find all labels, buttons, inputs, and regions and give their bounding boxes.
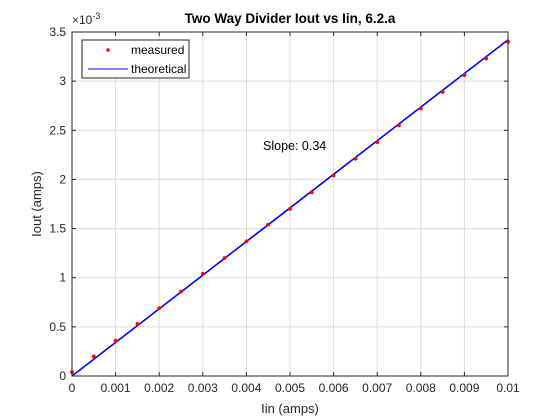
y-scale-multiplier-exponent: -3	[92, 11, 100, 21]
data-point-measured	[266, 222, 271, 227]
y-tick-label: 2	[59, 172, 66, 186]
data-point-measured	[440, 90, 445, 94]
data-point-measured	[331, 173, 336, 178]
x-tick-label: 0.002	[144, 381, 174, 395]
data-point-measured	[200, 271, 205, 276]
data-point-measured	[462, 73, 467, 78]
legend-label-theoretical: theoretical	[131, 62, 186, 76]
tick-layer: 0 0.001 0.002 0.003 0.004 0.005 0.006 0.007 0.00…	[49, 25, 520, 395]
y-tick-label: 3	[59, 74, 66, 88]
x-tick-label: 0.01	[496, 381, 520, 395]
y-tick-label: 0	[59, 369, 66, 383]
y-scale-multiplier: ×10-3	[72, 11, 100, 27]
data-point-measured	[179, 289, 183, 294]
y-tick-label: 2.5	[49, 123, 66, 137]
chart-title: Two Way Divider Iout vs Iin, 6.2.a	[185, 11, 396, 26]
y-tick-label: 1	[59, 271, 66, 285]
data-point-measured	[484, 56, 489, 61]
data-point-measured	[375, 140, 380, 144]
series-layer	[70, 39, 510, 377]
data-point-measured	[157, 306, 162, 311]
data-point-measured	[397, 123, 401, 128]
x-tick-label: 0.001	[101, 381, 131, 395]
x-tick-label: 0.008	[406, 381, 436, 395]
data-point-measured	[113, 338, 118, 343]
data-point-measured	[91, 354, 96, 359]
legend-marker-measured	[106, 48, 110, 52]
data-point-measured	[244, 239, 249, 244]
data-point-measured	[353, 156, 358, 161]
y-axis-label: Iout (amps)	[29, 171, 44, 237]
data-point-measured	[222, 256, 227, 260]
x-axis-label: Iin (amps)	[261, 401, 319, 416]
x-tick-label: 0.009	[449, 381, 479, 395]
x-tick-label: 0.006	[319, 381, 349, 395]
legend: measured theoretical	[81, 39, 190, 79]
x-tick-label: 0.003	[188, 381, 218, 395]
x-tick-label: 0.004	[231, 381, 261, 395]
data-point-measured	[418, 106, 423, 111]
data-point-measured	[288, 207, 292, 211]
y-tick-label: 0.5	[49, 320, 66, 334]
slope-annotation: Slope: 0.34	[263, 139, 326, 153]
x-tick-label: 0.007	[362, 381, 392, 395]
x-tick-label: 0.005	[275, 381, 305, 395]
data-point-measured	[309, 190, 314, 195]
x-tick-label: 0	[69, 381, 76, 395]
legend-box	[81, 39, 190, 79]
data-point-measured	[135, 322, 140, 326]
y-tick-label: 1.5	[49, 222, 66, 236]
y-tick-label: 3.5	[49, 25, 66, 39]
y-scale-multiplier-base: ×10	[72, 13, 93, 27]
legend-label-measured: measured	[131, 43, 184, 57]
